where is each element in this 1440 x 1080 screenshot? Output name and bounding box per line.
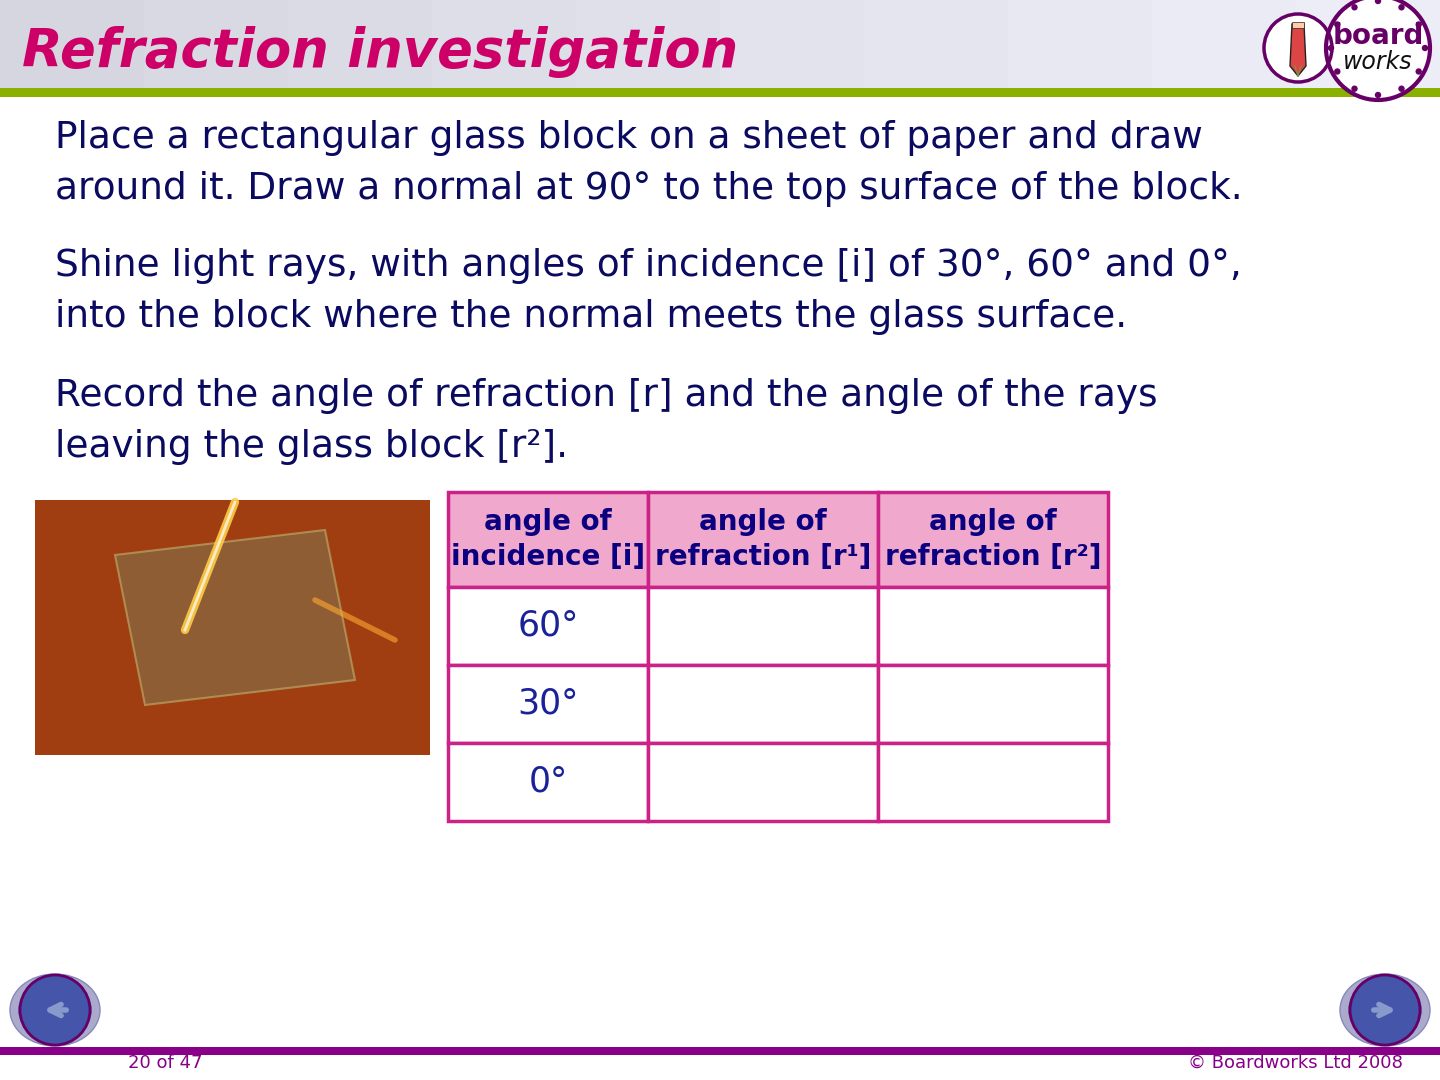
Bar: [432, 0, 576, 90]
Circle shape: [1375, 0, 1381, 3]
Bar: [144, 0, 288, 90]
Bar: [878, 492, 1107, 588]
Text: angle of
refraction [r²]: angle of refraction [r²]: [884, 509, 1102, 571]
Bar: [864, 0, 1008, 90]
Circle shape: [1416, 69, 1421, 75]
Bar: [1292, 22, 1305, 28]
Text: Place a rectangular glass block on a sheet of paper and draw
around it. Draw a n: Place a rectangular glass block on a she…: [55, 120, 1243, 207]
Bar: [0, 0, 144, 90]
Bar: [448, 492, 648, 588]
Circle shape: [1400, 4, 1404, 10]
Bar: [448, 743, 648, 821]
Text: 20 of 47: 20 of 47: [128, 1054, 202, 1072]
Bar: [648, 665, 878, 743]
Text: 30°: 30°: [517, 687, 579, 721]
Circle shape: [1329, 45, 1333, 51]
Bar: [1296, 0, 1440, 90]
Bar: [878, 588, 1107, 665]
Bar: [0, 87, 1440, 97]
Bar: [878, 665, 1107, 743]
Polygon shape: [1290, 24, 1306, 76]
Bar: [0, 1047, 1440, 1055]
Text: Refraction investigation: Refraction investigation: [22, 26, 739, 78]
Text: board: board: [1332, 22, 1424, 50]
Bar: [720, 0, 864, 90]
Circle shape: [1352, 4, 1356, 10]
Bar: [448, 588, 648, 665]
Polygon shape: [115, 530, 356, 705]
Circle shape: [1335, 22, 1339, 27]
Circle shape: [1423, 45, 1427, 51]
Bar: [648, 743, 878, 821]
Text: 0°: 0°: [528, 765, 567, 799]
Bar: [35, 500, 431, 755]
Circle shape: [1264, 14, 1332, 82]
Circle shape: [20, 975, 89, 1045]
Circle shape: [1416, 22, 1421, 27]
Bar: [1008, 0, 1152, 90]
Bar: [288, 0, 432, 90]
Circle shape: [1375, 93, 1381, 97]
Circle shape: [1335, 69, 1339, 75]
Bar: [448, 665, 648, 743]
Circle shape: [1326, 0, 1430, 100]
Text: © Boardworks Ltd 2008: © Boardworks Ltd 2008: [1188, 1054, 1403, 1072]
Bar: [35, 500, 431, 755]
Text: works: works: [1344, 50, 1413, 75]
Circle shape: [1400, 86, 1404, 91]
Bar: [648, 492, 878, 588]
Text: angle of
refraction [r¹]: angle of refraction [r¹]: [655, 509, 871, 571]
Bar: [878, 743, 1107, 821]
Text: angle of
incidence [i]: angle of incidence [i]: [451, 509, 645, 571]
Ellipse shape: [1341, 974, 1430, 1047]
Text: Shine light rays, with angles of incidence [i] of 30°, 60° and 0°,
into the bloc: Shine light rays, with angles of inciden…: [55, 248, 1241, 336]
Ellipse shape: [10, 974, 99, 1047]
Text: Record the angle of refraction [r] and the angle of the rays
leaving the glass b: Record the angle of refraction [r] and t…: [55, 378, 1158, 465]
Circle shape: [1352, 86, 1356, 91]
Bar: [1152, 0, 1296, 90]
Ellipse shape: [1348, 981, 1423, 1039]
Bar: [648, 588, 878, 665]
Circle shape: [1351, 975, 1420, 1045]
Bar: [576, 0, 720, 90]
Text: 60°: 60°: [517, 609, 579, 643]
Ellipse shape: [17, 981, 92, 1039]
